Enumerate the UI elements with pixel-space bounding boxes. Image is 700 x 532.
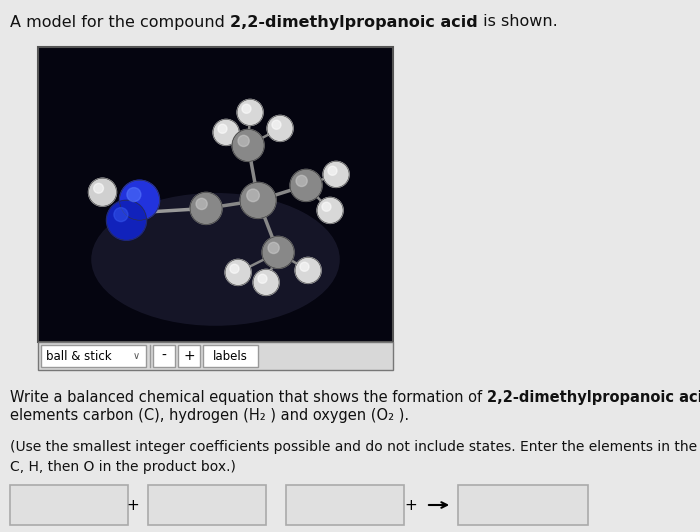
Bar bbox=[41, 345, 146, 367]
Text: -: - bbox=[162, 349, 167, 363]
Text: A model for the compound: A model for the compound bbox=[10, 14, 230, 29]
Circle shape bbox=[272, 120, 281, 129]
Circle shape bbox=[295, 257, 321, 284]
Ellipse shape bbox=[91, 193, 340, 326]
Circle shape bbox=[225, 260, 251, 285]
Bar bbox=[10, 485, 128, 525]
Circle shape bbox=[237, 99, 263, 126]
Text: +: + bbox=[127, 497, 139, 512]
Bar bbox=[148, 485, 266, 525]
Circle shape bbox=[247, 189, 260, 202]
Circle shape bbox=[296, 176, 307, 187]
Text: Write a balanced chemical equation that shows the formation of: Write a balanced chemical equation that … bbox=[10, 390, 486, 405]
Circle shape bbox=[232, 129, 264, 161]
Circle shape bbox=[268, 242, 279, 254]
Circle shape bbox=[328, 166, 337, 176]
Circle shape bbox=[242, 104, 251, 113]
Circle shape bbox=[106, 200, 146, 240]
Text: ball & stick: ball & stick bbox=[46, 350, 111, 362]
Circle shape bbox=[300, 262, 309, 271]
Bar bbox=[203, 345, 258, 367]
Circle shape bbox=[230, 264, 239, 273]
Circle shape bbox=[238, 135, 249, 146]
Circle shape bbox=[196, 198, 207, 210]
Text: elements carbon (C), hydrogen (H₂ ) and oxygen (O₂ ).: elements carbon (C), hydrogen (H₂ ) and … bbox=[10, 408, 409, 423]
Circle shape bbox=[213, 119, 239, 145]
Bar bbox=[286, 485, 404, 525]
Circle shape bbox=[290, 169, 322, 202]
Text: +: + bbox=[183, 349, 195, 363]
Circle shape bbox=[190, 193, 222, 225]
Text: 2,2-dimethylpropanoic acid: 2,2-dimethylpropanoic acid bbox=[486, 390, 700, 405]
Bar bbox=[38, 47, 393, 342]
Bar bbox=[153, 345, 175, 367]
Circle shape bbox=[253, 269, 279, 295]
Text: is shown.: is shown. bbox=[477, 14, 557, 29]
Circle shape bbox=[127, 188, 141, 202]
Bar bbox=[458, 485, 588, 525]
Text: ∨: ∨ bbox=[133, 351, 140, 361]
Text: 2,2-dimethylpropanoic acid: 2,2-dimethylpropanoic acid bbox=[230, 14, 477, 29]
Circle shape bbox=[218, 124, 227, 134]
Circle shape bbox=[120, 180, 160, 220]
Bar bbox=[178, 345, 200, 367]
Circle shape bbox=[322, 202, 331, 211]
Circle shape bbox=[94, 184, 104, 193]
Bar bbox=[38, 342, 393, 370]
Text: +: + bbox=[405, 497, 417, 512]
Circle shape bbox=[317, 197, 343, 223]
Text: labels: labels bbox=[213, 350, 247, 362]
Circle shape bbox=[88, 178, 116, 206]
Circle shape bbox=[114, 207, 128, 222]
Text: (Use the smallest integer coefficients possible and do not include states. Enter: (Use the smallest integer coefficients p… bbox=[10, 440, 700, 473]
Circle shape bbox=[323, 161, 349, 187]
Circle shape bbox=[258, 274, 267, 284]
Circle shape bbox=[262, 236, 294, 269]
Circle shape bbox=[240, 182, 276, 219]
Circle shape bbox=[267, 115, 293, 142]
